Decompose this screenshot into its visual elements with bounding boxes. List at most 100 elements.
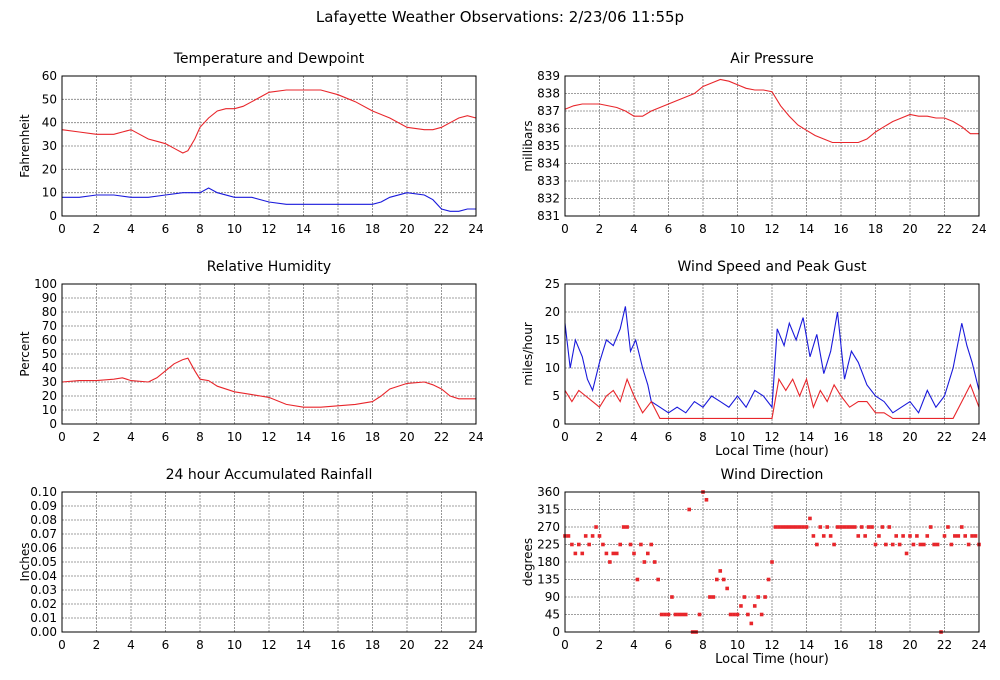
x-tick-label: 6 (665, 638, 673, 652)
y-tick-label: 0.06 (30, 541, 57, 555)
y-tick-label: 60 (42, 69, 57, 83)
data-point (614, 551, 619, 556)
x-tick-label: 16 (833, 638, 848, 652)
y-tick-label: 50 (42, 92, 57, 106)
data-point (922, 542, 926, 547)
series-line-1 (62, 187, 476, 212)
x-tick-label: 0 (561, 638, 569, 652)
data-point (604, 551, 609, 556)
data-point (880, 525, 885, 529)
data-point (956, 534, 961, 538)
x-tick-label: 2 (93, 222, 101, 236)
data-point (590, 534, 595, 538)
series-line-0 (564, 306, 980, 414)
y-tick-label: 0.10 (30, 485, 57, 499)
x-tick-label: 10 (730, 638, 745, 652)
y-tick-label: 45 (545, 608, 560, 622)
y-tick-label: 834 (537, 157, 560, 171)
data-point (773, 525, 778, 529)
y-tick-label: 0.09 (30, 499, 57, 513)
x-tick-label: 12 (261, 222, 276, 236)
x-tick-label: 8 (699, 638, 707, 652)
data-point (808, 516, 812, 521)
y-tick-label: 839 (537, 69, 560, 83)
data-point (742, 595, 747, 599)
x-tick-label: 22 (434, 638, 449, 652)
data-point (652, 560, 657, 564)
data-point (583, 534, 588, 538)
data-point (680, 612, 685, 617)
y-tick-label: 836 (537, 122, 560, 136)
y-tick-label: 60 (42, 333, 57, 347)
y-axis-label: Fahrenheit (18, 114, 32, 178)
data-point (970, 534, 974, 538)
x-tick-label: 14 (296, 430, 311, 444)
y-tick-label: 30 (42, 375, 57, 389)
data-point (649, 542, 654, 547)
y-tick-label: 20 (42, 389, 57, 403)
y-tick-label: 80 (42, 305, 57, 319)
y-tick-label: 40 (42, 116, 57, 130)
data-point (932, 542, 936, 547)
chart-title: Air Pressure (730, 51, 813, 67)
y-tick-label: 10 (42, 186, 57, 200)
data-point (846, 525, 850, 529)
data-point (946, 525, 950, 529)
x-tick-label: 16 (833, 222, 848, 236)
x-tick-label: 18 (868, 222, 883, 236)
x-tick-label: 4 (127, 222, 135, 236)
series-line-1 (564, 377, 980, 419)
x-tick-label: 12 (764, 638, 779, 652)
y-tick-label: 0.00 (30, 625, 57, 639)
data-point (877, 534, 881, 538)
y-tick-label: 10 (545, 361, 560, 375)
y-tick-label: 0 (552, 625, 560, 639)
data-point (711, 595, 716, 599)
data-point (573, 551, 578, 556)
data-point (611, 551, 616, 556)
x-tick-label: 6 (162, 638, 170, 652)
y-tick-label: 0.08 (30, 513, 57, 527)
data-point (763, 595, 767, 599)
x-tick-label: 0 (58, 638, 66, 652)
chart-title: 24 hour Accumulated Rainfall (166, 467, 373, 483)
x-tick-label: 20 (399, 222, 414, 236)
data-point (759, 612, 764, 617)
x-tick-label: 20 (399, 430, 414, 444)
y-axis-label: millibars (521, 120, 535, 171)
data-point (632, 551, 636, 556)
y-tick-label: 0.01 (30, 611, 57, 625)
data-point (959, 525, 964, 529)
data-point (949, 542, 954, 547)
y-tick-label: 100 (34, 277, 57, 291)
y-tick-label: 225 (537, 538, 560, 552)
x-tick-label: 24 (971, 638, 986, 652)
data-point (884, 542, 888, 547)
series-line-0 (61, 89, 477, 154)
data-point (746, 612, 750, 617)
data-point (897, 542, 902, 547)
data-point (894, 534, 898, 538)
y-axis-label: Percent (18, 331, 32, 376)
x-tick-label: 4 (630, 222, 638, 236)
data-point (918, 542, 923, 547)
data-point (839, 525, 843, 529)
y-tick-label: 180 (537, 555, 560, 569)
data-point (866, 525, 871, 529)
y-axis-label: miles/hour (521, 322, 535, 386)
y-axis-label: degrees (521, 538, 535, 586)
x-tick-label: 6 (162, 430, 170, 444)
x-tick-label: 0 (58, 430, 66, 444)
data-point (677, 612, 681, 617)
x-tick-label: 24 (971, 430, 986, 444)
data-point (642, 560, 647, 564)
x-tick-label: 2 (93, 430, 101, 444)
y-tick-label: 5 (552, 389, 560, 403)
x-tick-label: 2 (596, 222, 604, 236)
data-point (594, 525, 598, 529)
data-point (656, 577, 660, 582)
x-tick-label: 0 (561, 222, 569, 236)
